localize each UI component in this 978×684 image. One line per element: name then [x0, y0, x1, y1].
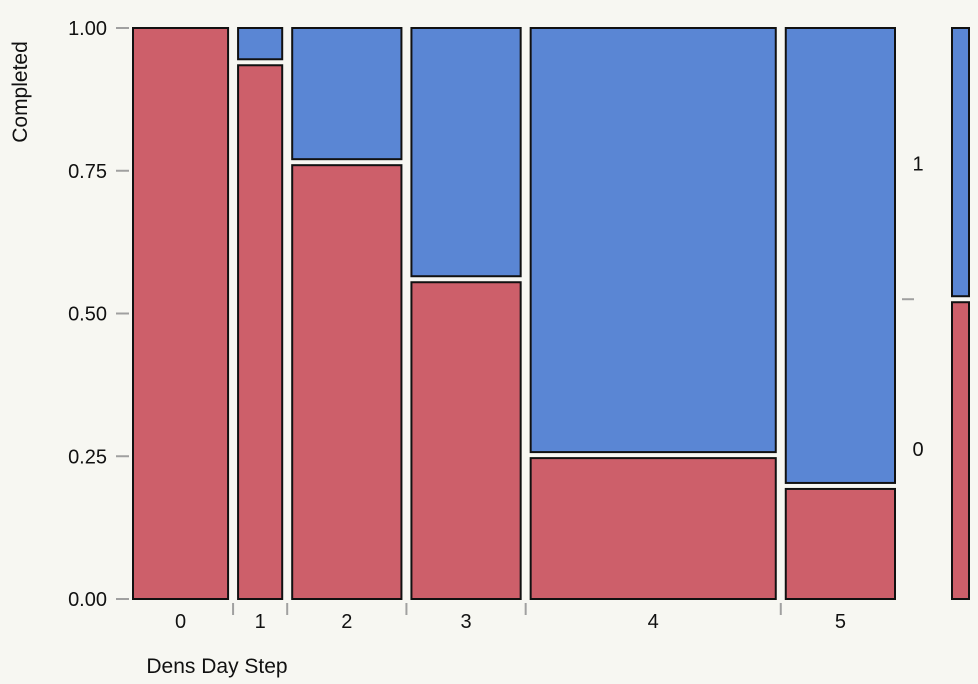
legend-label-1: 1 — [912, 154, 923, 176]
mosaic-cell-3-0 — [410, 281, 522, 600]
y-tick-label: 0.50 — [68, 304, 107, 326]
y-tick-label: 0.00 — [68, 589, 107, 611]
mosaic-cell-2-1 — [291, 27, 403, 161]
mosaic-cell-4-0 — [529, 457, 777, 600]
x-tick-label: 3 — [460, 611, 471, 633]
overall-bar-0 — [951, 301, 970, 600]
mosaic-cell-1-0 — [237, 64, 284, 600]
mosaic-cell-5-0 — [784, 487, 896, 600]
mosaic-cell-2-0 — [291, 164, 403, 600]
mosaic-cell-5-1 — [784, 27, 896, 484]
overall-bar-1 — [951, 27, 970, 298]
legend-label-0: 0 — [912, 439, 923, 461]
x-tick-label: 1 — [255, 611, 266, 633]
x-axis-title: Dens Day Step — [146, 655, 287, 678]
y-tick-label: 1.00 — [68, 18, 107, 40]
x-tick-label: 5 — [835, 611, 846, 633]
x-tick-label: 4 — [648, 611, 659, 633]
y-tick-label: 0.25 — [68, 446, 107, 468]
x-tick-label: 0 — [175, 611, 186, 633]
mosaic-cell-4-1 — [529, 27, 777, 454]
mosaic-cell-3-1 — [410, 27, 522, 278]
y-tick-label: 0.75 — [68, 161, 107, 183]
mosaic-cell-1-1 — [237, 27, 284, 61]
mosaic-cell-0-0 — [132, 27, 230, 600]
y-axis-title: Completed — [9, 41, 32, 143]
x-tick-label: 2 — [341, 611, 352, 633]
